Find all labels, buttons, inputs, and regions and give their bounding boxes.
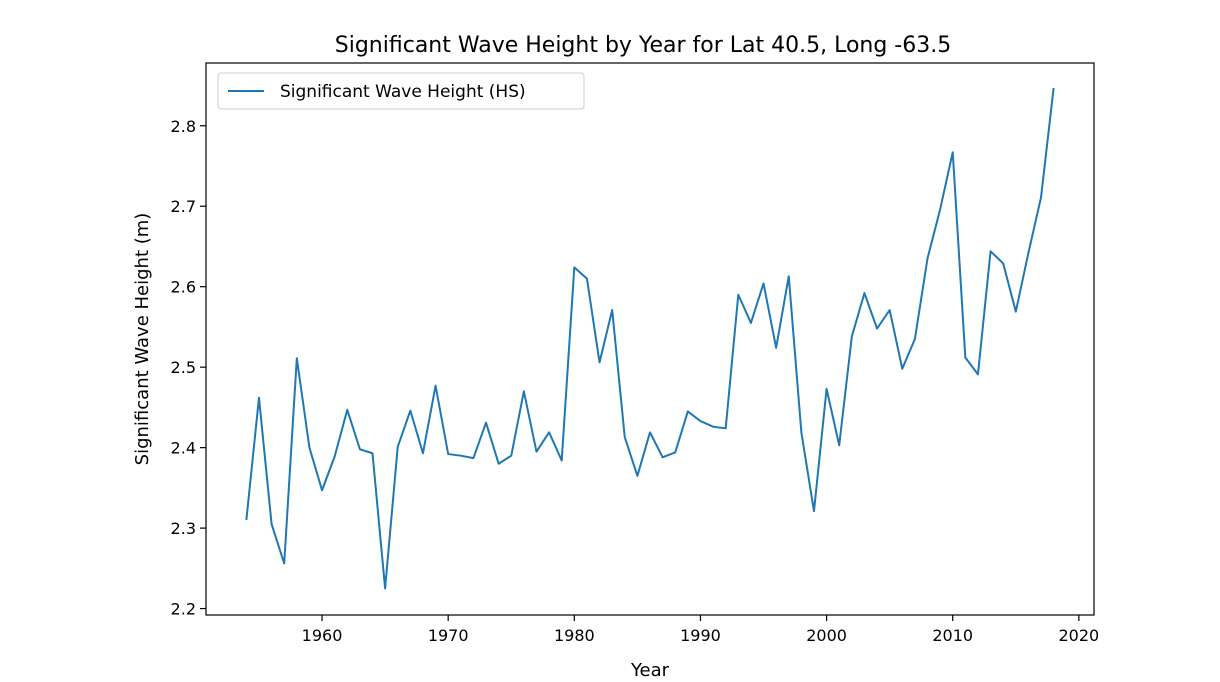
x-tick-label: 2020	[1059, 626, 1100, 645]
y-axis: 2.2 2.3 2.4 2.5 2.6 2.7 2.8	[171, 117, 206, 619]
x-axis: 1960 1970 1980 1990 2000 2010 2020	[302, 615, 1100, 645]
x-tick-label: 2010	[932, 626, 973, 645]
x-axis-label: Year	[630, 660, 670, 681]
series-group	[245, 87, 1055, 590]
x-tick-label: 2000	[806, 626, 847, 645]
series-line	[245, 87, 1055, 590]
y-tick-label: 2.6	[171, 278, 196, 297]
x-tick-label: 1980	[554, 626, 595, 645]
legend-entry-label: Significant Wave Height (HS)	[280, 82, 526, 102]
y-tick-label: 2.4	[171, 439, 196, 458]
y-tick-label: 2.5	[171, 358, 196, 377]
x-tick-label: 1990	[680, 626, 721, 645]
legend: Significant Wave Height (HS)	[217, 72, 585, 110]
y-tick-label: 2.2	[171, 600, 196, 619]
plot-area	[205, 62, 1095, 616]
x-tick-label: 1970	[428, 626, 469, 645]
y-tick-label: 2.7	[171, 197, 196, 216]
y-axis-label: Significant Wave Height (m)	[132, 213, 153, 466]
x-tick-label: 1960	[302, 626, 343, 645]
y-tick-label: 2.3	[171, 519, 196, 538]
chart-title: Significant Wave Height by Year for Lat …	[335, 33, 951, 58]
legend-box	[217, 72, 585, 110]
y-tick-label: 2.8	[171, 117, 196, 136]
